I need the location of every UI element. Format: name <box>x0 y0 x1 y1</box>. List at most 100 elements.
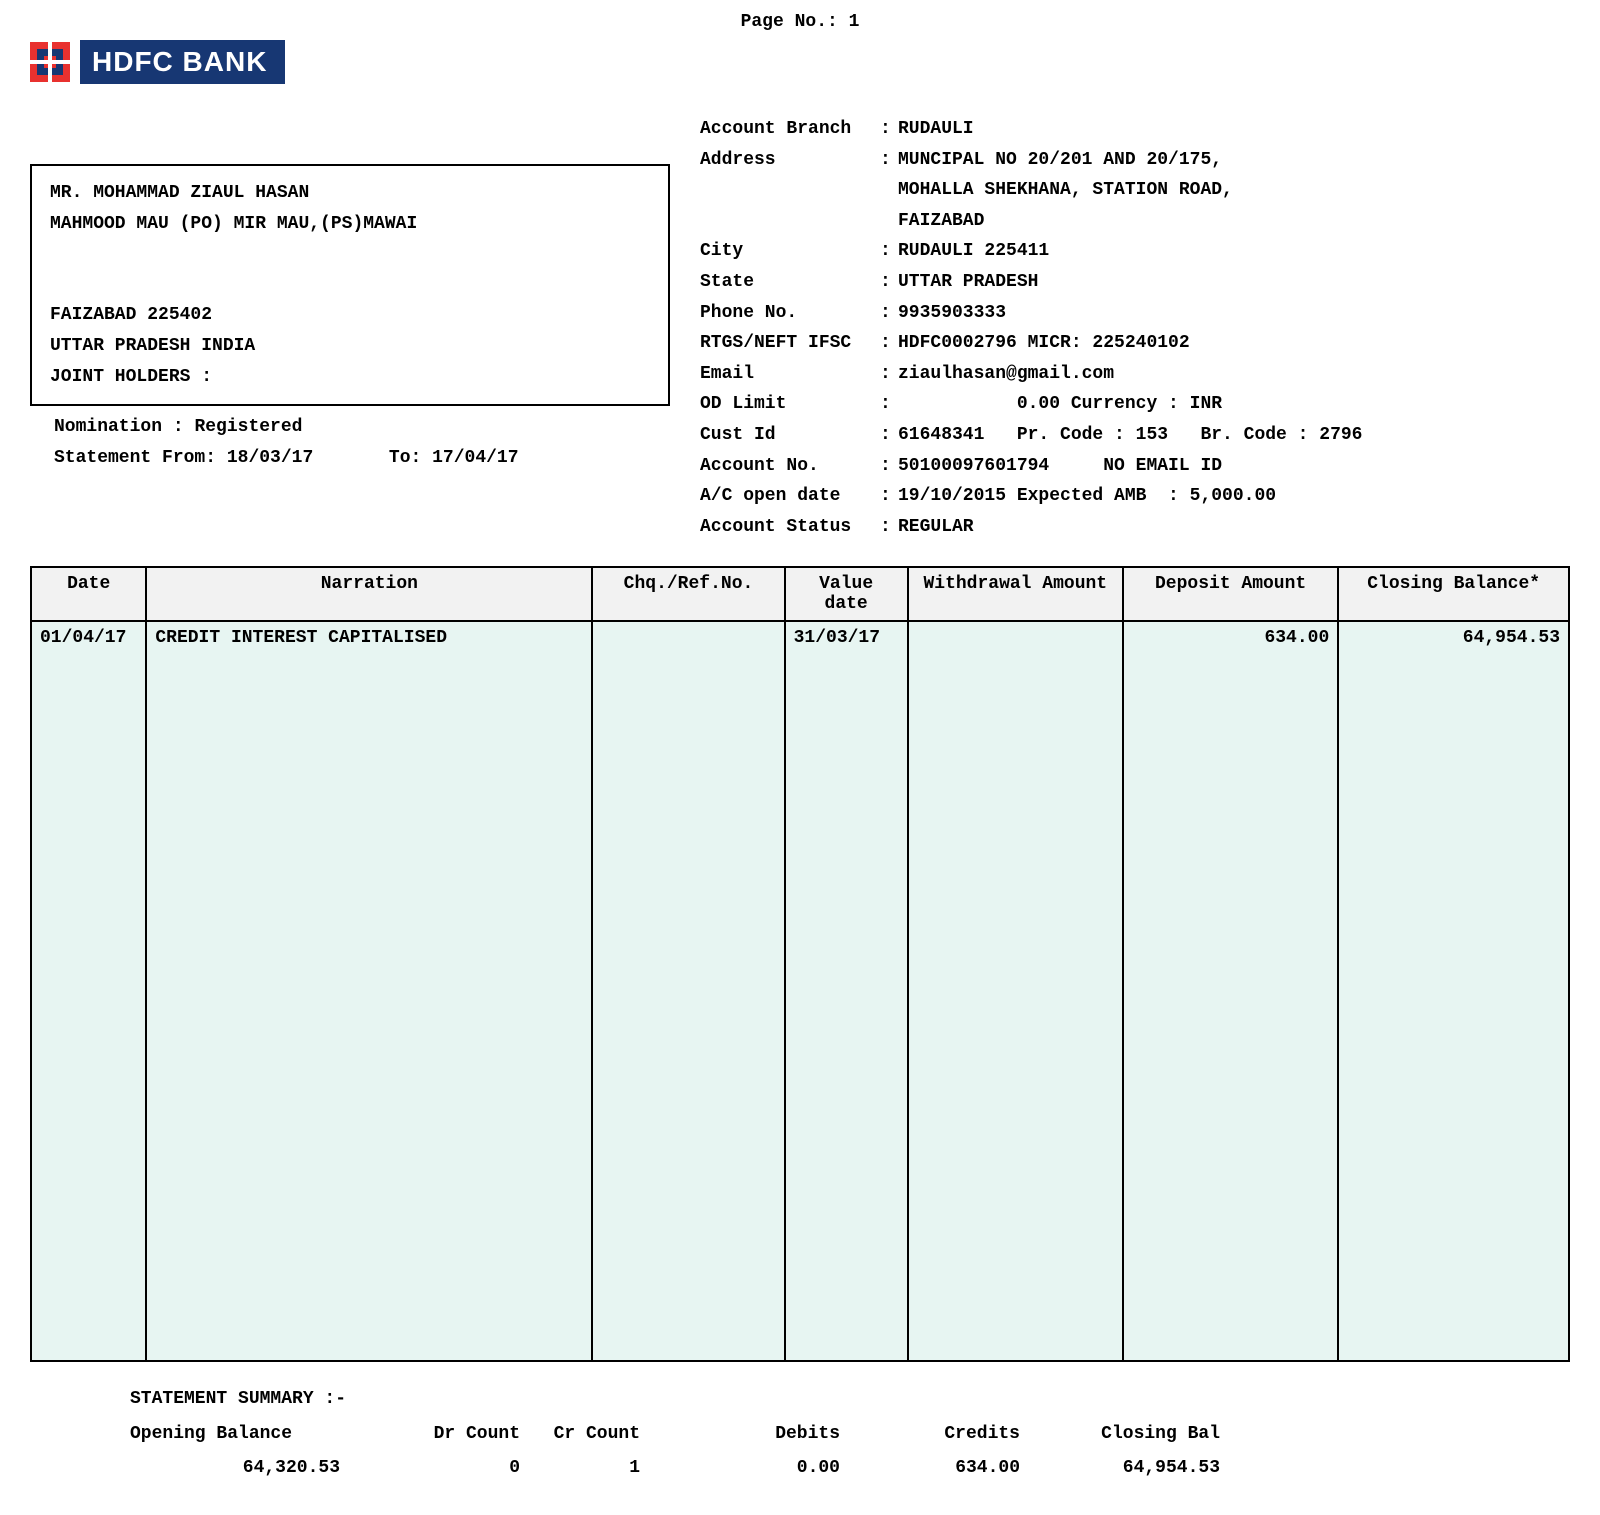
branch-colon: : <box>880 389 898 420</box>
sv-debits: 0.00 <box>670 1451 870 1485</box>
branch-label: RTGS/NEFT IFSC <box>700 328 880 359</box>
branch-row: OD Limit: 0.00 Currency : INR <box>700 389 1570 420</box>
branch-value: 9935903333 <box>898 303 1006 323</box>
branch-row: RTGS/NEFT IFSC:HDFC0002796 MICR: 2252401… <box>700 328 1570 359</box>
summary-title: STATEMENT SUMMARY :- <box>130 1382 1570 1416</box>
customer-addr1: MAHMOOD MAU (PO) MIR MAU,(PS)MAWAI <box>50 209 650 240</box>
branch-colon: : <box>880 512 898 543</box>
branch-colon: : <box>880 359 898 390</box>
branch-row: City:RUDAULI 225411 <box>700 236 1570 267</box>
sh-cr: Cr Count <box>550 1417 670 1451</box>
sv-credits: 634.00 <box>870 1451 1050 1485</box>
th-value-date: Value date <box>785 567 908 621</box>
th-withdrawal: Withdrawal Amount <box>908 567 1123 621</box>
sh-closing: Closing Bal <box>1050 1417 1250 1451</box>
transaction-table: Date Narration Chq./Ref.No. Value date W… <box>30 566 1570 1362</box>
branch-colon: : <box>880 481 898 512</box>
branch-row: Phone No.:9935903333 <box>700 298 1570 329</box>
branch-row: Account Branch:RUDAULI <box>700 114 1570 145</box>
branch-value: RUDAULI <box>898 119 974 139</box>
stmt-from-value: 18/03/17 <box>227 448 313 468</box>
page-no-label: Page No.: <box>741 12 838 32</box>
customer-addr2: FAIZABAD 225402 <box>50 300 650 331</box>
summary-headers: Opening Balance Dr Count Cr Count Debits… <box>130 1417 1570 1451</box>
branch-row: Account Status:REGULAR <box>700 512 1570 543</box>
branch-row: FAIZABAD <box>700 206 1570 237</box>
sv-dr: 0 <box>370 1451 550 1485</box>
td-narration: CREDIT INTEREST CAPITALISED <box>146 621 592 1361</box>
joint-holders: JOINT HOLDERS : <box>50 362 650 393</box>
sh-debits: Debits <box>670 1417 870 1451</box>
stmt-to-label: To: <box>389 448 421 468</box>
stmt-to-value: 17/04/17 <box>432 448 518 468</box>
nomination-value: Registered <box>194 417 302 437</box>
bank-logo-bar: HDFC BANK <box>30 40 1570 84</box>
table-header-row: Date Narration Chq./Ref.No. Value date W… <box>31 567 1569 621</box>
branch-details: Account Branch:RUDAULIAddress:MUNCIPAL N… <box>670 114 1570 542</box>
th-narration: Narration <box>146 567 592 621</box>
customer-name: MR. MOHAMMAD ZIAUL HASAN <box>50 178 650 209</box>
branch-colon: : <box>880 267 898 298</box>
branch-label: Cust Id <box>700 420 880 451</box>
sh-credits: Credits <box>870 1417 1050 1451</box>
branch-value: 61648341 Pr. Code : 153 Br. Code : 2796 <box>898 425 1362 445</box>
sv-cr: 1 <box>550 1451 670 1485</box>
th-deposit: Deposit Amount <box>1123 567 1338 621</box>
branch-label: Account Status <box>700 512 880 543</box>
sh-dr: Dr Count <box>430 1417 550 1451</box>
bank-name: HDFC BANK <box>80 40 285 84</box>
nomination-label: Nomination : <box>54 417 184 437</box>
branch-value: ziaulhasan@gmail.com <box>898 364 1114 384</box>
branch-row: State:UTTAR PRADESH <box>700 267 1570 298</box>
branch-row: Address:MUNCIPAL NO 20/201 AND 20/175, <box>700 145 1570 176</box>
branch-value: MUNCIPAL NO 20/201 AND 20/175, <box>898 150 1222 170</box>
branch-row: MOHALLA SHEKHANA, STATION ROAD, <box>700 175 1570 206</box>
customer-meta: Nomination : Registered Statement From: … <box>30 406 670 473</box>
td-balance: 64,954.53 <box>1338 621 1569 1361</box>
branch-colon: : <box>880 451 898 482</box>
branch-value: FAIZABAD <box>898 211 984 231</box>
branch-colon: : <box>880 420 898 451</box>
td-value-date: 31/03/17 <box>785 621 908 1361</box>
branch-value: REGULAR <box>898 517 974 537</box>
summary-values: 64,320.53 0 1 0.00 634.00 64,954.53 <box>130 1451 1570 1485</box>
th-balance: Closing Balance* <box>1338 567 1569 621</box>
branch-row: Cust Id:61648341 Pr. Code : 153 Br. Code… <box>700 420 1570 451</box>
branch-colon: : <box>880 114 898 145</box>
branch-row: Account No.:50100097601794 NO EMAIL ID <box>700 451 1570 482</box>
branch-colon: : <box>880 145 898 176</box>
branch-colon: : <box>880 236 898 267</box>
table-row: 01/04/17 CREDIT INTEREST CAPITALISED 31/… <box>31 621 1569 1361</box>
th-date: Date <box>31 567 146 621</box>
customer-address-box: MR. MOHAMMAD ZIAUL HASAN MAHMOOD MAU (PO… <box>30 164 670 406</box>
branch-value: MOHALLA SHEKHANA, STATION ROAD, <box>898 180 1233 200</box>
td-ref <box>592 621 784 1361</box>
branch-row: A/C open date:19/10/2015 Expected AMB : … <box>700 481 1570 512</box>
branch-row: Email:ziaulhasan@gmail.com <box>700 359 1570 390</box>
branch-label: A/C open date <box>700 481 880 512</box>
td-deposit: 634.00 <box>1123 621 1338 1361</box>
customer-box-wrap: MR. MOHAMMAD ZIAUL HASAN MAHMOOD MAU (PO… <box>30 114 670 473</box>
page-no-value: 1 <box>849 12 860 32</box>
branch-value: 0.00 Currency : INR <box>898 394 1222 414</box>
page-number: Page No.: 1 <box>30 12 1570 32</box>
branch-colon: : <box>880 298 898 329</box>
branch-value: UTTAR PRADESH <box>898 272 1038 292</box>
sv-closing: 64,954.53 <box>1050 1451 1250 1485</box>
sv-open: 64,320.53 <box>130 1451 370 1485</box>
branch-value: RUDAULI 225411 <box>898 241 1049 261</box>
header-section: MR. MOHAMMAD ZIAUL HASAN MAHMOOD MAU (PO… <box>30 114 1570 542</box>
branch-value: HDFC0002796 MICR: 225240102 <box>898 333 1190 353</box>
sh-open: Opening Balance <box>130 1417 430 1451</box>
branch-label: Account No. <box>700 451 880 482</box>
branch-colon <box>880 206 898 237</box>
branch-label: Email <box>700 359 880 390</box>
branch-value: 19/10/2015 Expected AMB : 5,000.00 <box>898 486 1276 506</box>
branch-label: OD Limit <box>700 389 880 420</box>
branch-label: Phone No. <box>700 298 880 329</box>
branch-label: Account Branch <box>700 114 880 145</box>
statement-summary: STATEMENT SUMMARY :- Opening Balance Dr … <box>30 1362 1570 1485</box>
hdfc-logo-icon <box>30 42 70 82</box>
branch-colon <box>880 175 898 206</box>
th-ref: Chq./Ref.No. <box>592 567 784 621</box>
